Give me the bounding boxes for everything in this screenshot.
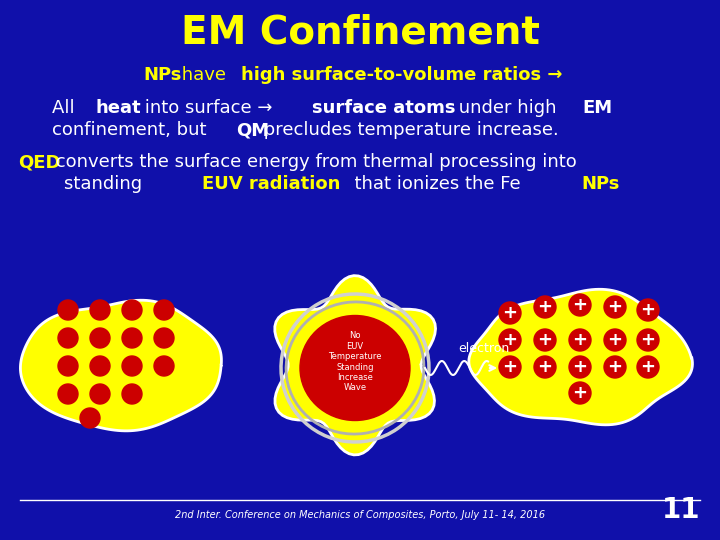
Text: under high: under high xyxy=(453,99,562,117)
Text: heat: heat xyxy=(95,99,141,117)
Text: +: + xyxy=(608,298,623,316)
Circle shape xyxy=(499,302,521,324)
Circle shape xyxy=(637,356,659,378)
Polygon shape xyxy=(469,289,693,425)
Text: surface atoms: surface atoms xyxy=(312,99,456,117)
Text: EM: EM xyxy=(582,99,613,117)
Circle shape xyxy=(90,356,110,376)
Text: high surface-to-volume ratios →: high surface-to-volume ratios → xyxy=(240,66,562,84)
Circle shape xyxy=(499,329,521,351)
Text: +: + xyxy=(538,331,552,349)
Text: +: + xyxy=(572,296,588,314)
Circle shape xyxy=(154,356,174,376)
Circle shape xyxy=(122,384,142,404)
Circle shape xyxy=(534,329,556,351)
Text: +: + xyxy=(503,331,518,349)
Circle shape xyxy=(154,328,174,348)
Text: +: + xyxy=(538,358,552,376)
Text: standing: standing xyxy=(18,175,148,193)
Text: that ionizes the Fe: that ionizes the Fe xyxy=(343,175,526,193)
Text: +: + xyxy=(641,301,655,319)
Circle shape xyxy=(604,296,626,318)
Text: +: + xyxy=(503,304,518,322)
Text: NPs: NPs xyxy=(143,66,181,84)
Circle shape xyxy=(569,356,591,378)
Circle shape xyxy=(604,329,626,351)
Text: +: + xyxy=(572,358,588,376)
Text: EM Confinement: EM Confinement xyxy=(181,14,539,52)
Text: 2nd Inter. Conference on Mechanics of Composites, Porto, July 11- 14, 2016: 2nd Inter. Conference on Mechanics of Co… xyxy=(175,510,545,520)
Text: QM: QM xyxy=(236,121,269,139)
Circle shape xyxy=(499,356,521,378)
Text: electron: electron xyxy=(458,341,509,354)
Polygon shape xyxy=(20,300,222,431)
Circle shape xyxy=(534,296,556,318)
Circle shape xyxy=(58,328,78,348)
Circle shape xyxy=(569,382,591,404)
Text: +: + xyxy=(641,358,655,376)
Text: No
EUV
Temperature
Standing
Increase
Wave: No EUV Temperature Standing Increase Wav… xyxy=(328,332,382,393)
Ellipse shape xyxy=(300,315,410,421)
Circle shape xyxy=(58,384,78,404)
Circle shape xyxy=(637,299,659,321)
Text: converts the surface energy from thermal processing into: converts the surface energy from thermal… xyxy=(50,153,577,171)
Circle shape xyxy=(569,329,591,351)
Circle shape xyxy=(604,356,626,378)
Text: QED: QED xyxy=(18,153,60,171)
Circle shape xyxy=(90,328,110,348)
Text: +: + xyxy=(572,331,588,349)
Text: +: + xyxy=(608,331,623,349)
Text: +: + xyxy=(572,384,588,402)
Text: confinement, but: confinement, but xyxy=(52,121,212,139)
Polygon shape xyxy=(275,275,436,455)
Circle shape xyxy=(569,294,591,316)
Text: EUV radiation: EUV radiation xyxy=(202,175,341,193)
Text: 11: 11 xyxy=(662,496,700,524)
Text: All: All xyxy=(52,99,81,117)
Text: into surface →: into surface → xyxy=(139,99,278,117)
Circle shape xyxy=(58,300,78,320)
Circle shape xyxy=(154,300,174,320)
Text: +: + xyxy=(641,331,655,349)
Circle shape xyxy=(80,408,100,428)
Circle shape xyxy=(637,329,659,351)
Circle shape xyxy=(534,356,556,378)
Text: precludes temperature increase.: precludes temperature increase. xyxy=(258,121,559,139)
Text: NPs: NPs xyxy=(581,175,620,193)
Circle shape xyxy=(58,356,78,376)
Circle shape xyxy=(90,384,110,404)
Text: +: + xyxy=(608,358,623,376)
Circle shape xyxy=(122,300,142,320)
Text: have: have xyxy=(176,66,232,84)
Circle shape xyxy=(122,328,142,348)
Text: +: + xyxy=(538,298,552,316)
Circle shape xyxy=(90,300,110,320)
Text: +: + xyxy=(503,358,518,376)
Circle shape xyxy=(122,356,142,376)
